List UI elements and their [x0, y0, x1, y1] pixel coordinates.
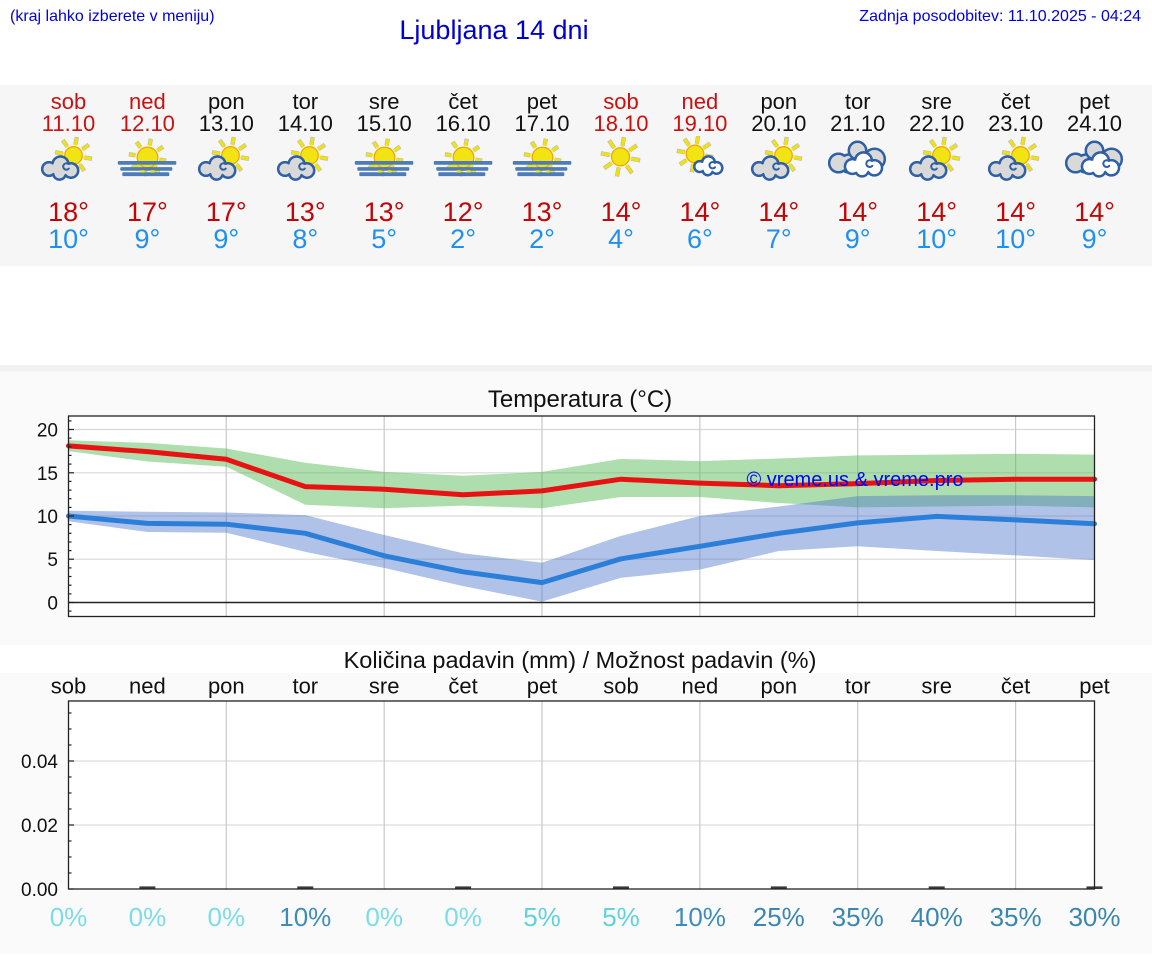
svg-text:15: 15 — [37, 464, 58, 485]
svg-text:0.02: 0.02 — [21, 816, 58, 837]
svg-text:10%: 10% — [279, 902, 331, 932]
svg-text:tor: tor — [292, 674, 318, 699]
svg-text:tor: tor — [845, 674, 871, 699]
svg-text:40%: 40% — [911, 902, 963, 932]
svg-text:20: 20 — [37, 421, 58, 442]
svg-text:čet: čet — [1001, 674, 1030, 699]
svg-text:sre: sre — [921, 674, 952, 699]
svg-text:0: 0 — [47, 594, 58, 615]
svg-text:Temperatura (°C): Temperatura (°C) — [488, 386, 672, 413]
svg-text:30%: 30% — [1068, 902, 1120, 932]
svg-text:0%: 0% — [50, 902, 88, 932]
svg-text:0%: 0% — [129, 902, 167, 932]
svg-text:10%: 10% — [674, 902, 726, 932]
svg-text:ned: ned — [129, 674, 166, 699]
svg-text:sob: sob — [51, 674, 86, 699]
svg-text:35%: 35% — [990, 902, 1042, 932]
svg-text:5%: 5% — [523, 902, 561, 932]
svg-text:10: 10 — [37, 507, 58, 528]
svg-text:pet: pet — [527, 674, 558, 699]
svg-text:35%: 35% — [832, 902, 884, 932]
svg-text:0.04: 0.04 — [21, 752, 58, 773]
svg-text:25%: 25% — [753, 902, 805, 932]
svg-text:pon: pon — [760, 674, 797, 699]
svg-text:pet: pet — [1079, 674, 1110, 699]
svg-text:0%: 0% — [365, 902, 403, 932]
svg-text:0%: 0% — [444, 902, 482, 932]
svg-text:sre: sre — [369, 674, 400, 699]
svg-text:pon: pon — [208, 674, 245, 699]
svg-text:© vreme.us & vreme.pro: © vreme.us & vreme.pro — [746, 469, 963, 491]
svg-text:0.00: 0.00 — [21, 880, 58, 901]
svg-text:čet: čet — [448, 674, 477, 699]
svg-text:0%: 0% — [208, 902, 246, 932]
svg-text:5%: 5% — [602, 902, 640, 932]
svg-text:sob: sob — [603, 674, 638, 699]
svg-text:Količina padavin (mm) / Možnos: Količina padavin (mm) / Možnost padavin … — [344, 647, 817, 673]
svg-text:ned: ned — [682, 674, 719, 699]
svg-text:5: 5 — [47, 550, 58, 571]
